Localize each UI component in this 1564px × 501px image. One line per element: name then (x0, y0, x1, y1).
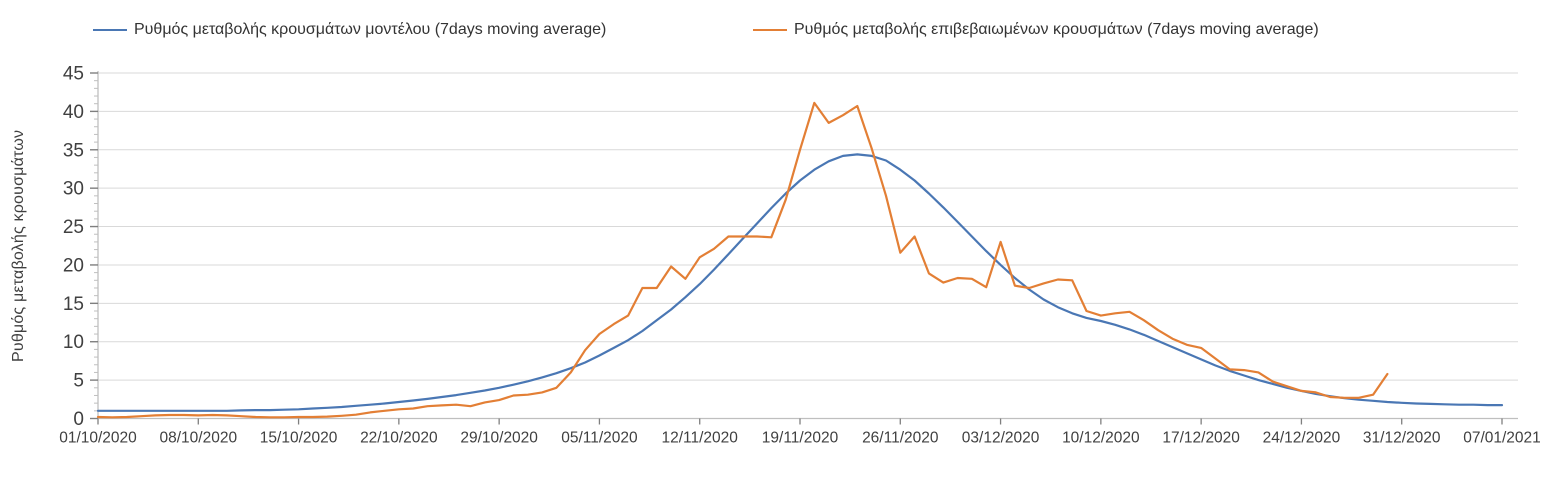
x-tick-label: 01/10/2020 (59, 430, 137, 447)
chart-legend: Ρυθμός μεταβολής κρουσμάτων μοντέλου (7d… (0, 0, 1564, 50)
x-tick-label: 24/12/2020 (1263, 430, 1341, 447)
x-tick-label: 03/12/2020 (962, 430, 1040, 447)
x-tick-label: 05/11/2020 (561, 430, 638, 447)
y-tick-label: 40 (63, 102, 84, 123)
confirmed-line-swatch (753, 29, 787, 31)
model-line-swatch (93, 29, 127, 31)
y-tick-label: 5 (73, 371, 84, 392)
y-tick-label: 35 (63, 140, 84, 161)
y-tick-label: 25 (63, 217, 84, 238)
y-axis-title: Ρυθμός μεταβολής κρουσμάτων (10, 129, 27, 363)
x-tick-label: 29/10/2020 (460, 430, 538, 447)
legend-item-model: Ρυθμός μεταβολής κρουσμάτων μοντέλου (7d… (93, 21, 606, 39)
x-tick-label: 07/01/2021 (1463, 430, 1541, 447)
x-tick-label: 22/10/2020 (360, 430, 438, 447)
x-tick-label: 17/12/2020 (1162, 430, 1240, 447)
x-tick-label: 31/12/2020 (1363, 430, 1441, 447)
y-tick-label: 30 (63, 179, 84, 200)
y-tick-label: 15 (63, 294, 84, 315)
x-tick-label: 15/10/2020 (260, 430, 338, 447)
legend-item-confirmed: Ρυθμός μεταβολής επιβεβαιωμένων κρουσμάτ… (753, 21, 1319, 39)
x-tick-label: 26/11/2020 (862, 430, 939, 447)
y-tick-label: 20 (63, 255, 84, 276)
y-tick-label: 0 (73, 409, 84, 430)
y-tick-label: 45 (63, 64, 84, 85)
x-tick-label: 19/11/2020 (762, 430, 839, 447)
series-line-model (96, 153, 1504, 412)
series-line-confirmed (96, 101, 1389, 419)
x-tick-label: 08/10/2020 (159, 430, 237, 447)
y-tick-label: 10 (63, 332, 84, 353)
legend-label-confirmed: Ρυθμός μεταβολής επιβεβαιωμένων κρουσμάτ… (794, 21, 1319, 38)
legend-label-model: Ρυθμός μεταβολής κρουσμάτων μοντέλου (7d… (134, 21, 607, 38)
x-tick-label: 10/12/2020 (1062, 430, 1140, 447)
x-tick-label: 12/11/2020 (661, 430, 738, 447)
